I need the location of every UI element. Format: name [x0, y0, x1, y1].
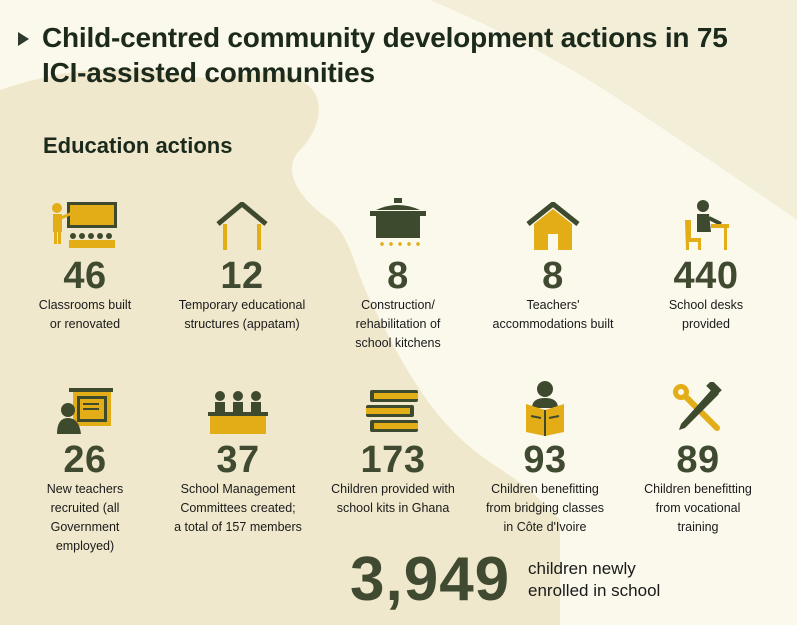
house-outline-icon: [167, 190, 317, 252]
stat-label: Construction/ rehabilitation of school k…: [355, 298, 441, 350]
stat-temporary-structures: 12 Temporary educational structures (app…: [167, 190, 317, 334]
stat-value: 440: [673, 255, 739, 297]
page-title: Child-centred community development acti…: [42, 22, 728, 88]
stat-school-desks: 440 School desks provided: [631, 190, 781, 334]
stat-value: 89: [676, 439, 720, 481]
total-label: children newly enrolled in school: [528, 559, 661, 600]
stat-value: 93: [523, 439, 567, 481]
play-arrow-icon: [18, 32, 29, 46]
stat-value: 8: [387, 255, 409, 297]
reading-child-icon: [470, 374, 620, 436]
school-desk-icon: [631, 190, 781, 252]
stat-value: 12: [220, 255, 264, 297]
tools-icon: [623, 374, 773, 436]
stat-classrooms: 46 Classrooms built or renovated: [10, 190, 160, 334]
stat-value: 46: [63, 255, 107, 297]
teacher-board-icon: [10, 374, 160, 436]
total-value: 3,949: [350, 545, 511, 614]
committee-icon: [163, 374, 313, 436]
stat-label: Temporary educational structures (appata…: [178, 298, 306, 331]
books-icon: [318, 374, 468, 436]
stat-school-kits: 173 Children provided with school kits i…: [318, 374, 468, 518]
stat-label: Children benefitting from vocational tra…: [644, 482, 752, 534]
stat-management-committees: 37 School Management Committees created;…: [163, 374, 313, 537]
house-icon: [478, 190, 628, 252]
classroom-teacher-icon: [10, 190, 160, 252]
stat-value: 37: [216, 439, 260, 481]
stat-label: Teachers' accommodations built: [492, 298, 614, 331]
stat-vocational-training: 89 Children benefitting from vocational …: [623, 374, 773, 537]
cooking-pot-icon: [323, 190, 473, 252]
stat-new-teachers: 26 New teachers recruited (all Governmen…: [10, 374, 160, 556]
stat-label: New teachers recruited (all Government e…: [46, 482, 124, 553]
section-heading: Education actions: [43, 133, 233, 158]
stat-label: Classrooms built or renovated: [38, 298, 132, 331]
stat-label: School desks provided: [668, 298, 744, 331]
stat-school-kitchens: 8 Construction/ rehabilitation of school…: [323, 190, 473, 353]
stat-bridging-classes: 93 Children benefitting from bridging cl…: [470, 374, 620, 537]
stat-teacher-accommodations: 8 Teachers' accommodations built: [478, 190, 628, 334]
stat-label: Children benefitting from bridging class…: [485, 482, 605, 534]
stat-value: 173: [360, 439, 426, 481]
stat-label: School Management Committees created; a …: [174, 482, 302, 534]
stat-value: 26: [63, 439, 107, 481]
stat-label: Children provided with school kits in Gh…: [331, 482, 455, 515]
stat-value: 8: [542, 255, 564, 297]
